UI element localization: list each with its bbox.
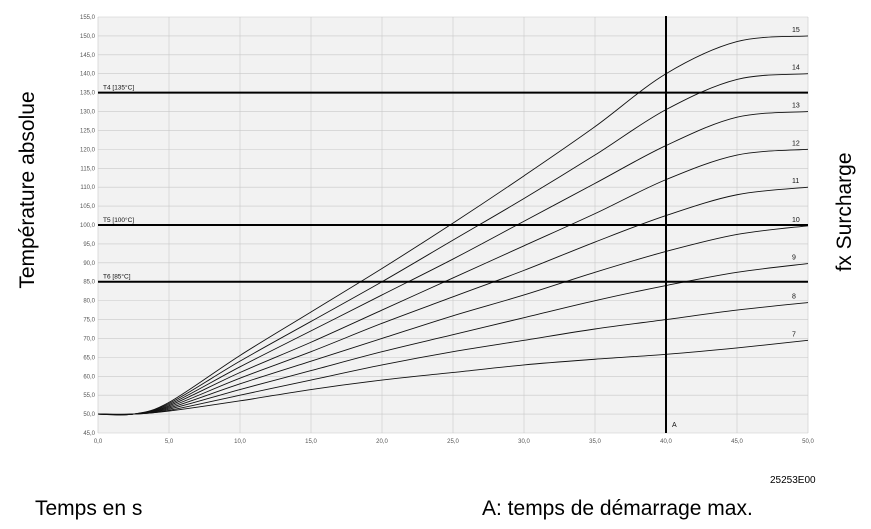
series-label-15: 15 [792,27,800,34]
series-label-13: 13 [792,103,800,110]
y-tick-label: 95,0 [83,242,95,248]
series-line-7 [97,339,809,415]
x-tick-label: 0,0 [94,439,103,445]
x-tick-label: 10,0 [234,439,246,445]
y-tick-label: 105,0 [80,204,96,210]
series-line-8 [97,302,809,415]
y-tick-label: 135,0 [80,91,96,97]
series-line-9 [97,263,809,415]
y-tick-label: 65,0 [83,355,95,361]
y-tick-label: 70,0 [83,336,95,342]
series-line-13 [97,111,809,416]
series-label-10: 10 [792,217,800,224]
y-tick-label: 145,0 [80,53,96,59]
threshold-label: T4 [135°C] [103,84,134,92]
y-tick-label: 100,0 [80,223,96,229]
y-tick-label: 130,0 [80,110,96,116]
x-tick-label: 5,0 [165,439,174,445]
y-tick-label: 115,0 [80,166,95,172]
footnote: A: temps de démarrage max. [482,497,753,520]
y-tick-label: 90,0 [83,261,95,267]
max-start-time-label: A [672,422,677,429]
series-label-14: 14 [792,65,800,72]
series-line-10 [97,225,809,415]
y-tick-label: 125,0 [80,128,96,134]
y-tick-label: 140,0 [80,72,96,78]
secondary-axis-label: fx Surcharge [833,152,856,272]
x-tick-label: 15,0 [305,439,317,445]
x-axis-label: Temps en s [35,497,143,520]
x-tick-label: 35,0 [589,439,601,445]
y-tick-label: 75,0 [83,318,95,324]
series-label-8: 8 [792,294,796,301]
y-tick-label: 150,0 [80,34,96,40]
series-label-11: 11 [792,178,799,185]
threshold-label: T5 [100°C] [103,216,134,224]
x-tick-label: 30,0 [518,439,530,445]
x-tick-label: 25,0 [447,439,459,445]
x-tick-label: 50,0 [802,439,814,445]
series-label-9: 9 [792,255,796,262]
figure-code: 25253E00 [770,475,816,486]
y-tick-label: 120,0 [80,147,96,153]
threshold-label: T6 [85°C] [103,273,131,281]
x-tick-label: 20,0 [376,439,388,445]
y-tick-label: 85,0 [83,280,95,286]
y-axis-label: Température absolue [16,91,39,289]
y-tick-label: 55,0 [83,393,95,399]
x-tick-label: 40,0 [660,439,672,445]
series-label-7: 7 [792,331,796,338]
y-tick-label: 80,0 [83,299,95,305]
series-line-11 [97,186,809,416]
y-tick-label: 50,0 [83,412,95,418]
x-tick-label: 45,0 [731,439,743,445]
y-tick-label: 155,0 [80,15,96,21]
y-tick-label: 45,0 [83,431,95,437]
series-label-12: 12 [792,140,800,147]
y-tick-label: 110,0 [80,185,95,191]
y-tick-label: 60,0 [83,374,95,380]
series-line-12 [97,148,809,416]
